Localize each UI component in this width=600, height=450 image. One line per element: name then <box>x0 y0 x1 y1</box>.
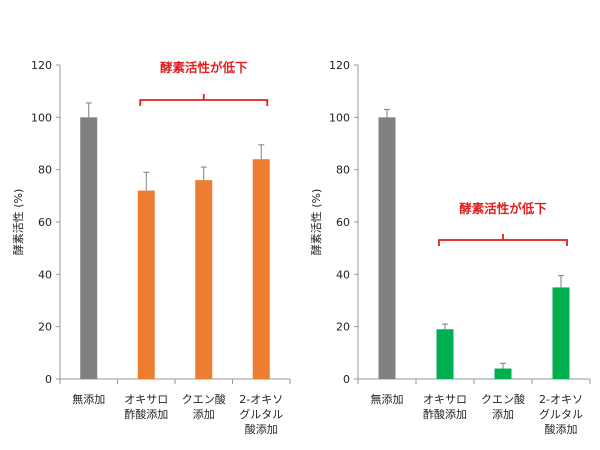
x-tick-label: グルタル <box>239 407 283 421</box>
y-tick-label: 80 <box>38 164 52 177</box>
x-tick-label: 酸添加 <box>245 422 278 436</box>
y-tick-label: 100 <box>329 111 350 124</box>
y-tick-label: 20 <box>336 321 350 334</box>
y-axis-label: 酵素活性 (%) <box>11 189 25 256</box>
y-tick-label: 120 <box>31 59 52 72</box>
bar <box>494 368 512 379</box>
bar <box>137 190 155 379</box>
y-tick-label: 20 <box>38 321 52 334</box>
x-tick-label: 無添加 <box>371 392 404 406</box>
y-tick-label: 0 <box>45 373 52 386</box>
x-tick-label: 無添加 <box>72 392 105 406</box>
bar <box>195 180 213 379</box>
bar <box>436 329 454 379</box>
x-tick-label: 酢酸添加 <box>124 407 168 421</box>
bar <box>252 159 270 379</box>
x-tick-label: クエン酸 <box>481 392 525 406</box>
x-tick-label: 2-オキソ <box>239 393 283 406</box>
x-tick-label: 酸添加 <box>545 422 578 436</box>
x-tick-label: オキサロ <box>423 393 467 406</box>
chart-panel-2: 0 20 40 60 80 100 120 酵素活性 (%) 無添加 オキサロ酢酸添加クエン酸添加… <box>309 59 591 436</box>
x-tick-label: 添加 <box>492 407 514 421</box>
y-tick-label: 60 <box>38 216 52 229</box>
annotation-bracket <box>438 234 568 246</box>
y-tick-label: 100 <box>31 111 52 124</box>
annotation-label: 酵素活性が低下 <box>459 201 547 216</box>
x-tick-label: グルタル <box>539 407 583 421</box>
x-tick-label: 2-オキソ <box>539 393 583 406</box>
y-tick-label: 40 <box>336 268 350 281</box>
x-tick-label: クエン酸 <box>182 392 226 406</box>
y-tick-label: 0 <box>343 373 350 386</box>
bar <box>80 117 98 379</box>
bar <box>552 287 570 379</box>
y-axis-label: 酵素活性 (%) <box>309 189 323 256</box>
bar <box>378 117 396 379</box>
y-tick-label: 60 <box>336 216 350 229</box>
y-tick-label: 40 <box>38 268 52 281</box>
x-tick-label: オキサロ <box>124 393 168 406</box>
x-tick-label: 酢酸添加 <box>423 407 467 421</box>
annotation-bracket <box>139 94 269 106</box>
annotation-label: 酵素活性が低下 <box>160 60 248 75</box>
y-tick-label: 80 <box>336 164 350 177</box>
chart-panel-1: 0 20 40 60 80 100 120 酵素活性 (%) 無添加 オキサロ酢酸添加クエン酸添加… <box>11 59 291 436</box>
y-tick-label: 120 <box>329 59 350 72</box>
x-tick-label: 添加 <box>193 407 215 421</box>
